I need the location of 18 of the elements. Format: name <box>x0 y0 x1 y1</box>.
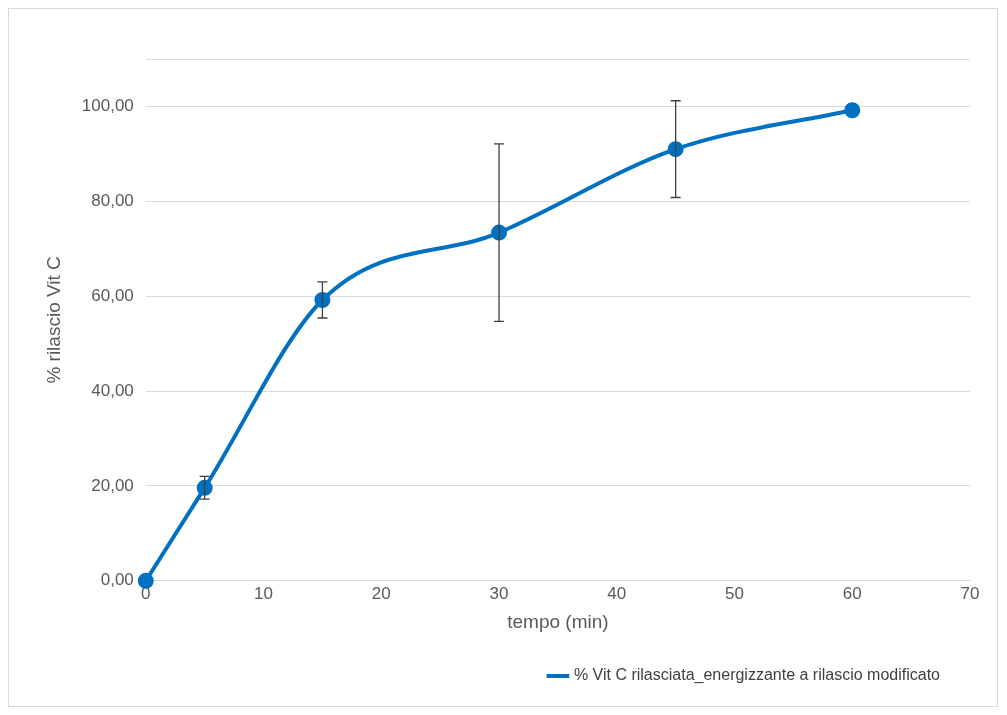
x-tick-label: 30 <box>489 583 509 603</box>
y-tick-label: 100,00 <box>81 96 134 116</box>
x-tick-label: 20 <box>371 583 391 603</box>
y-tick-label: 60,00 <box>91 285 134 305</box>
y-tick-label: 0,00 <box>100 570 134 590</box>
legend-label: % Vit C rilasciata_energizzante a rilascio modificato <box>573 666 941 685</box>
y-tick-label: 40,00 <box>91 380 134 400</box>
x-tick-label: 70 <box>960 583 980 603</box>
x-tick-label: 40 <box>607 583 627 603</box>
point <box>137 572 154 589</box>
y-axis-title: % rilascio Vit C <box>42 256 64 384</box>
x-axis-title: tempo (min) <box>507 610 609 632</box>
x-tick-label: 50 <box>725 583 744 603</box>
point <box>844 102 861 119</box>
y-tick-label: 80,00 <box>91 191 134 210</box>
x-tick-label: 10 <box>254 583 273 603</box>
x-tick-label: 60 <box>842 583 862 603</box>
y-tick-label: 20,00 <box>91 475 134 495</box>
